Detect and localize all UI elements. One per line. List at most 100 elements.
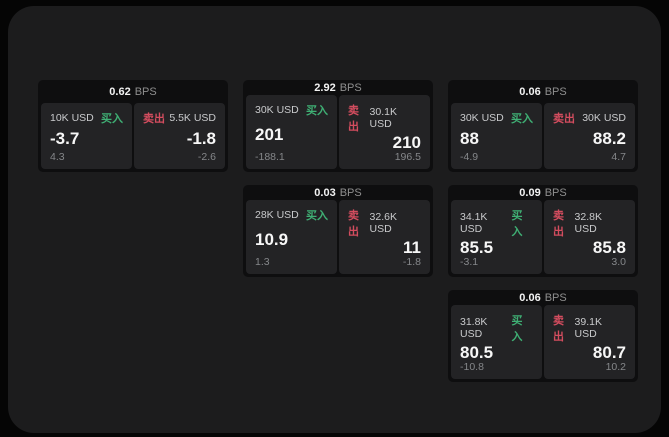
bps-suffix-label: BPS: [339, 186, 362, 199]
buy-label: 买入: [511, 210, 523, 238]
sell-label: 卖出: [553, 113, 575, 125]
main-panel: 0.62 BPS 10K USD 买入 -3.7 4.3 卖出 5.5K USD…: [8, 6, 661, 433]
buy-amount: 34.1K USD: [460, 211, 488, 235]
buy-tile-top: 31.8K USD 买入: [460, 312, 533, 344]
sell-tile[interactable]: 卖出 30K USD 88.2 4.7: [544, 103, 635, 169]
buy-delta: -10.8: [460, 361, 484, 373]
bps-value: 0.06: [519, 85, 541, 98]
card-header: 0.06 BPS: [448, 290, 638, 305]
sell-price: 88.2: [592, 129, 626, 148]
sell-price: 85.8: [592, 238, 626, 257]
buy-tile-top: 30K USD 买入: [460, 110, 533, 126]
buy-amount: 30K USD: [255, 104, 299, 116]
buy-price: 10.9: [255, 230, 289, 249]
quote-card: 0.62 BPS 10K USD 买入 -3.7 4.3 卖出 5.5K USD…: [38, 80, 228, 172]
sell-tile-top: 卖出 32.8K USD: [553, 207, 626, 239]
sell-amount: 30K USD: [582, 112, 626, 124]
buy-price: 85.5: [460, 238, 494, 257]
quote-card: 0.03 BPS 28K USD 买入 10.9 1.3 卖出 32.6K US…: [243, 185, 433, 277]
buy-price: 201: [255, 125, 284, 144]
sell-delta: 196.5: [394, 151, 421, 163]
card-header: 0.62 BPS: [38, 80, 228, 103]
sell-amount: 39.1K USD: [574, 316, 602, 340]
sell-tile[interactable]: 卖出 32.8K USD 85.8 3.0: [544, 200, 635, 274]
sell-amount: 5.5K USD: [169, 112, 216, 124]
buy-tile-top: 28K USD 买入: [255, 207, 328, 223]
bps-suffix-label: BPS: [544, 291, 567, 304]
bps-suffix-label: BPS: [544, 85, 567, 98]
card-header: 0.03 BPS: [243, 185, 433, 200]
sell-price: -1.8: [186, 129, 216, 148]
buy-amount: 10K USD: [50, 112, 94, 124]
buy-delta: -4.9: [460, 151, 479, 163]
quote-card: 0.09 BPS 34.1K USD 买入 85.5 -3.1 卖出 32.8K…: [448, 185, 638, 277]
quote-card: 0.06 BPS 30K USD 买入 88 -4.9 卖出 30K USD 8…: [448, 80, 638, 172]
buy-amount: 28K USD: [255, 209, 299, 221]
sell-price: 11: [403, 238, 421, 257]
card-body: 28K USD 买入 10.9 1.3 卖出 32.6K USD 11 -1.8: [243, 200, 433, 277]
sell-amount: 32.6K USD: [369, 211, 397, 235]
buy-label: 买入: [306, 105, 328, 117]
sell-label: 卖出: [348, 210, 359, 238]
buy-tile[interactable]: 30K USD 买入 201 -188.1: [246, 95, 337, 169]
quote-card: 0.06 BPS 31.8K USD 买入 80.5 -10.8 卖出 39.1…: [448, 290, 638, 382]
buy-tile-top: 34.1K USD 买入: [460, 207, 533, 239]
sell-tile-top: 卖出 39.1K USD: [553, 312, 626, 344]
sell-label: 卖出: [348, 105, 359, 133]
bps-suffix-label: BPS: [339, 81, 362, 94]
card-body: 10K USD 买入 -3.7 4.3 卖出 5.5K USD -1.8 -2.…: [38, 103, 228, 172]
buy-price: -3.7: [50, 129, 80, 148]
card-body: 30K USD 买入 201 -188.1 卖出 30.1K USD 210 1…: [243, 95, 433, 172]
buy-tile[interactable]: 34.1K USD 买入 85.5 -3.1: [451, 200, 542, 274]
sell-delta: 4.7: [611, 151, 626, 163]
quote-card: 2.92 BPS 30K USD 买入 201 -188.1 卖出 30.1K …: [243, 80, 433, 172]
bps-value: 0.03: [314, 186, 336, 199]
buy-delta: 1.3: [255, 256, 270, 268]
sell-tile-top: 卖出 5.5K USD: [143, 110, 216, 126]
sell-price: 80.7: [592, 343, 626, 362]
card-header: 0.09 BPS: [448, 185, 638, 200]
card-body: 31.8K USD 买入 80.5 -10.8 卖出 39.1K USD 80.…: [448, 305, 638, 382]
bps-value: 0.06: [519, 291, 541, 304]
sell-tile[interactable]: 卖出 39.1K USD 80.7 10.2: [544, 305, 635, 379]
bps-value: 0.62: [109, 85, 131, 98]
bps-suffix-label: BPS: [544, 186, 567, 199]
bps-suffix-label: BPS: [134, 85, 157, 98]
card-body: 30K USD 买入 88 -4.9 卖出 30K USD 88.2 4.7: [448, 103, 638, 172]
sell-label: 卖出: [143, 113, 165, 125]
buy-tile[interactable]: 31.8K USD 买入 80.5 -10.8: [451, 305, 542, 379]
sell-tile[interactable]: 卖出 5.5K USD -1.8 -2.6: [134, 103, 225, 169]
buy-label: 买入: [101, 113, 123, 125]
card-body: 34.1K USD 买入 85.5 -3.1 卖出 32.8K USD 85.8…: [448, 200, 638, 277]
sell-tile-top: 卖出 30.1K USD: [348, 102, 421, 134]
sell-label: 卖出: [553, 210, 564, 238]
buy-amount: 30K USD: [460, 112, 504, 124]
sell-delta: 3.0: [611, 256, 626, 268]
buy-price: 80.5: [460, 343, 494, 362]
buy-delta: -188.1: [255, 151, 285, 163]
buy-label: 买入: [511, 113, 533, 125]
sell-amount: 30.1K USD: [369, 106, 397, 130]
buy-label: 买入: [306, 210, 328, 222]
sell-tile[interactable]: 卖出 32.6K USD 11 -1.8: [339, 200, 430, 274]
sell-tile[interactable]: 卖出 30.1K USD 210 196.5: [339, 95, 430, 169]
quote-card-grid: 0.62 BPS 10K USD 买入 -3.7 4.3 卖出 5.5K USD…: [38, 80, 638, 382]
sell-delta: -1.8: [402, 256, 421, 268]
buy-tile[interactable]: 10K USD 买入 -3.7 4.3: [41, 103, 132, 169]
sell-amount: 32.8K USD: [574, 211, 602, 235]
bps-value: 0.09: [519, 186, 541, 199]
buy-tile-top: 30K USD 买入: [255, 102, 328, 118]
buy-tile-top: 10K USD 买入: [50, 110, 123, 126]
buy-delta: -3.1: [460, 256, 479, 268]
sell-price: 210: [392, 133, 421, 152]
buy-delta: 4.3: [50, 151, 65, 163]
buy-tile[interactable]: 28K USD 买入 10.9 1.3: [246, 200, 337, 274]
card-header: 2.92 BPS: [243, 80, 433, 95]
buy-amount: 31.8K USD: [460, 316, 488, 340]
buy-price: 88: [460, 129, 479, 148]
buy-tile[interactable]: 30K USD 买入 88 -4.9: [451, 103, 542, 169]
buy-label: 买入: [511, 315, 523, 343]
sell-tile-top: 卖出 30K USD: [553, 110, 626, 126]
bps-value: 2.92: [314, 81, 336, 94]
sell-tile-top: 卖出 32.6K USD: [348, 207, 421, 239]
